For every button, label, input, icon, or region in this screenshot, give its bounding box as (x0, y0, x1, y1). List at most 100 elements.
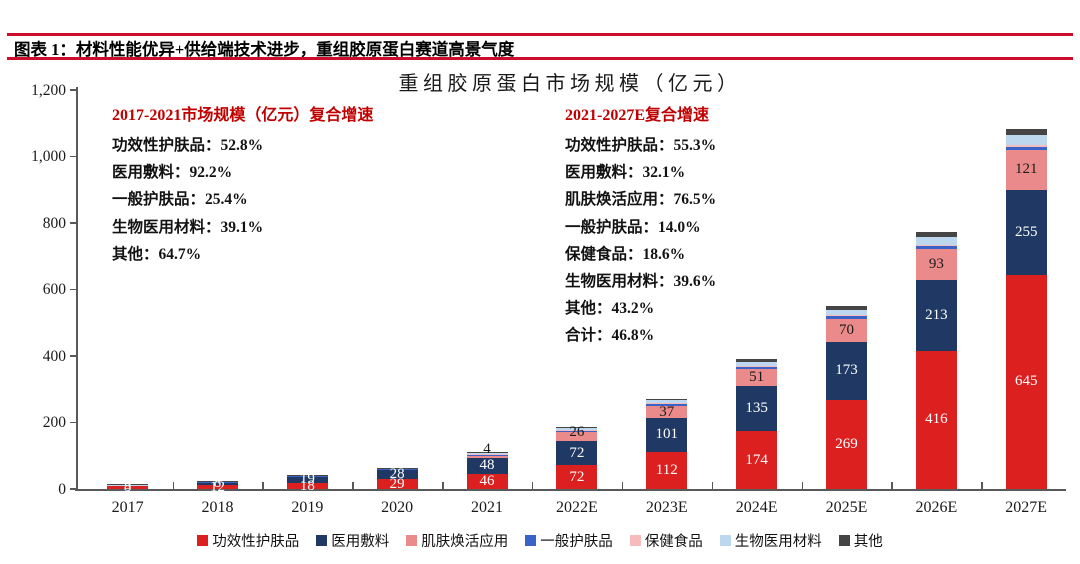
annotation-line: 保健食品：18.6% (565, 245, 686, 263)
bar-segment-医用敷料 (736, 386, 778, 432)
bar-label: 213 (925, 306, 948, 323)
bar-segment-一般护肤品 (646, 404, 688, 406)
bar-segment-功效性护肤品 (286, 483, 328, 489)
bar-label: 135 (745, 400, 768, 417)
bar-segment-生物医用材料 (376, 468, 418, 470)
bar-label: 121 (1014, 161, 1038, 178)
bar-segment-功效性护肤品 (915, 350, 957, 489)
x-tick-label: 2025E (825, 499, 868, 516)
bar-segment-一般护肤品 (196, 481, 238, 483)
legend-label: 医用敷料 (331, 534, 390, 550)
legend-swatch-icon (719, 535, 731, 546)
legend-label: 功效性护肤品 (212, 534, 300, 550)
bar-segment-医用敷料 (556, 441, 598, 466)
bar-segment-生物医用材料 (1005, 134, 1047, 145)
legend-swatch-icon (629, 535, 641, 546)
bar-segment-医用敷料 (915, 279, 957, 351)
bar-segment-其他 (825, 306, 867, 310)
bar-label: 26 (569, 424, 585, 441)
legend-label: 保健食品 (644, 534, 703, 550)
bar-segment-保健食品 (1005, 144, 1047, 147)
annotation-line: 生物医用材料：39.1% (112, 218, 264, 236)
bar-segment-生物医用材料 (556, 427, 598, 430)
annotation-line: 医用敷料：92.2% (112, 164, 233, 182)
bar-label: 18 (299, 477, 315, 494)
bar-segment-一般护肤品 (286, 476, 328, 477)
legend-swatch-icon (838, 535, 850, 546)
x-axis-line (75, 489, 1066, 491)
bar-label: 3 (123, 477, 132, 494)
legend-swatch-icon (525, 535, 537, 546)
bar-segment-其他 (466, 452, 508, 454)
legend-label: 生物医用材料 (734, 534, 822, 550)
bar-segment-功效性护肤品 (556, 465, 598, 489)
bar-label: 112 (655, 461, 678, 478)
cagr-annotation-2017-2021: 2017-2021市场规模（亿元）复合增速 功效性护肤品：52.8% 医用敷料：… (112, 101, 373, 268)
annotation-line: 其他：43.2% (565, 300, 655, 318)
x-tick-label: 2019 (291, 499, 324, 516)
y-tick (70, 488, 76, 490)
bar-segment-保健食品 (736, 366, 778, 368)
x-tick-label: 2026E (915, 499, 958, 516)
bar-segment-一般护肤品 (915, 246, 957, 249)
x-tick (442, 482, 444, 489)
bar-segment-医用敷料 (107, 485, 149, 487)
x-tick (531, 482, 534, 489)
y-tick-label: 1,200 (31, 81, 66, 99)
annotation-title: 2021-2027E复合增速 (565, 107, 710, 124)
annotation-line: 肌肤焕活应用：76.5% (565, 191, 717, 209)
bar-label: 173 (835, 362, 858, 379)
legend-swatch-icon (197, 535, 209, 546)
y-tick-label: 0 (58, 480, 66, 498)
bar-segment-医用敷料 (376, 470, 418, 480)
bar-label: 174 (745, 451, 768, 468)
bar-label: 101 (655, 426, 679, 443)
bar-label: 72 (569, 468, 585, 485)
bar-segment-肌肤焕活应用 (736, 369, 778, 387)
bar-segment-一般护肤品 (1005, 146, 1047, 150)
bar-segment-医用敷料 (286, 476, 328, 483)
y-tick-label: 800 (42, 214, 66, 232)
legend-item: 肌肤焕活应用 (406, 530, 508, 551)
legend-label: 一般护肤品 (540, 534, 613, 550)
bar-segment-其他 (915, 232, 957, 238)
bar-segment-保健食品 (825, 315, 867, 317)
x-tick-label: 2022E (556, 499, 598, 516)
annotation-line: 合计：46.8% (565, 327, 655, 345)
annotation-line: 生物医用材料：39.6% (565, 273, 717, 291)
bar-label: 4 (483, 440, 491, 457)
bar-segment-医用敷料 (466, 457, 508, 474)
bar-segment-医用敷料 (825, 342, 867, 400)
bar-segment-其他 (1005, 129, 1047, 135)
legend-item: 功效性护肤品 (197, 530, 299, 551)
y-tick-label: 400 (42, 347, 66, 365)
annotation-line: 一般护肤品：25.4% (112, 191, 248, 209)
chart-legend: 功效性护肤品 医用敷料 肌肤焕活应用 一般护肤品 保健食品 生物医用材料 其他 (0, 530, 1080, 551)
bar-segment-生物医用材料 (825, 309, 867, 316)
legend-swatch-icon (406, 535, 418, 546)
x-tick (172, 482, 175, 489)
y-tick-label: 200 (42, 414, 66, 431)
bar-segment-保健食品 (915, 244, 957, 247)
legend-item: 其他 (838, 530, 883, 551)
bar-label: 72 (569, 444, 585, 461)
x-tick (352, 482, 354, 489)
bar-segment-功效性护肤品 (376, 479, 418, 489)
bar-label: 645 (1014, 373, 1038, 390)
bar-segment-生物医用材料 (736, 362, 778, 367)
bar-label: 269 (835, 435, 858, 452)
bar-segment-一般护肤品 (556, 430, 598, 433)
annotation-line: 医用敷料：32.1% (565, 164, 686, 182)
annotation-line: 一般护肤品：14.0% (565, 218, 701, 236)
legend-item: 一般护肤品 (525, 530, 613, 551)
bar-label: 70 (838, 321, 854, 338)
bar-segment-医用敷料 (196, 482, 238, 485)
x-tick (621, 482, 624, 489)
bar-segment-医用敷料 (1005, 189, 1047, 275)
header-rule-top (7, 33, 1073, 36)
bar-segment-生物医用材料 (915, 237, 957, 245)
annotation-line: 功效性护肤品：55.3% (565, 137, 717, 154)
x-tick (262, 482, 264, 489)
bar-segment-功效性护肤品 (646, 451, 688, 489)
